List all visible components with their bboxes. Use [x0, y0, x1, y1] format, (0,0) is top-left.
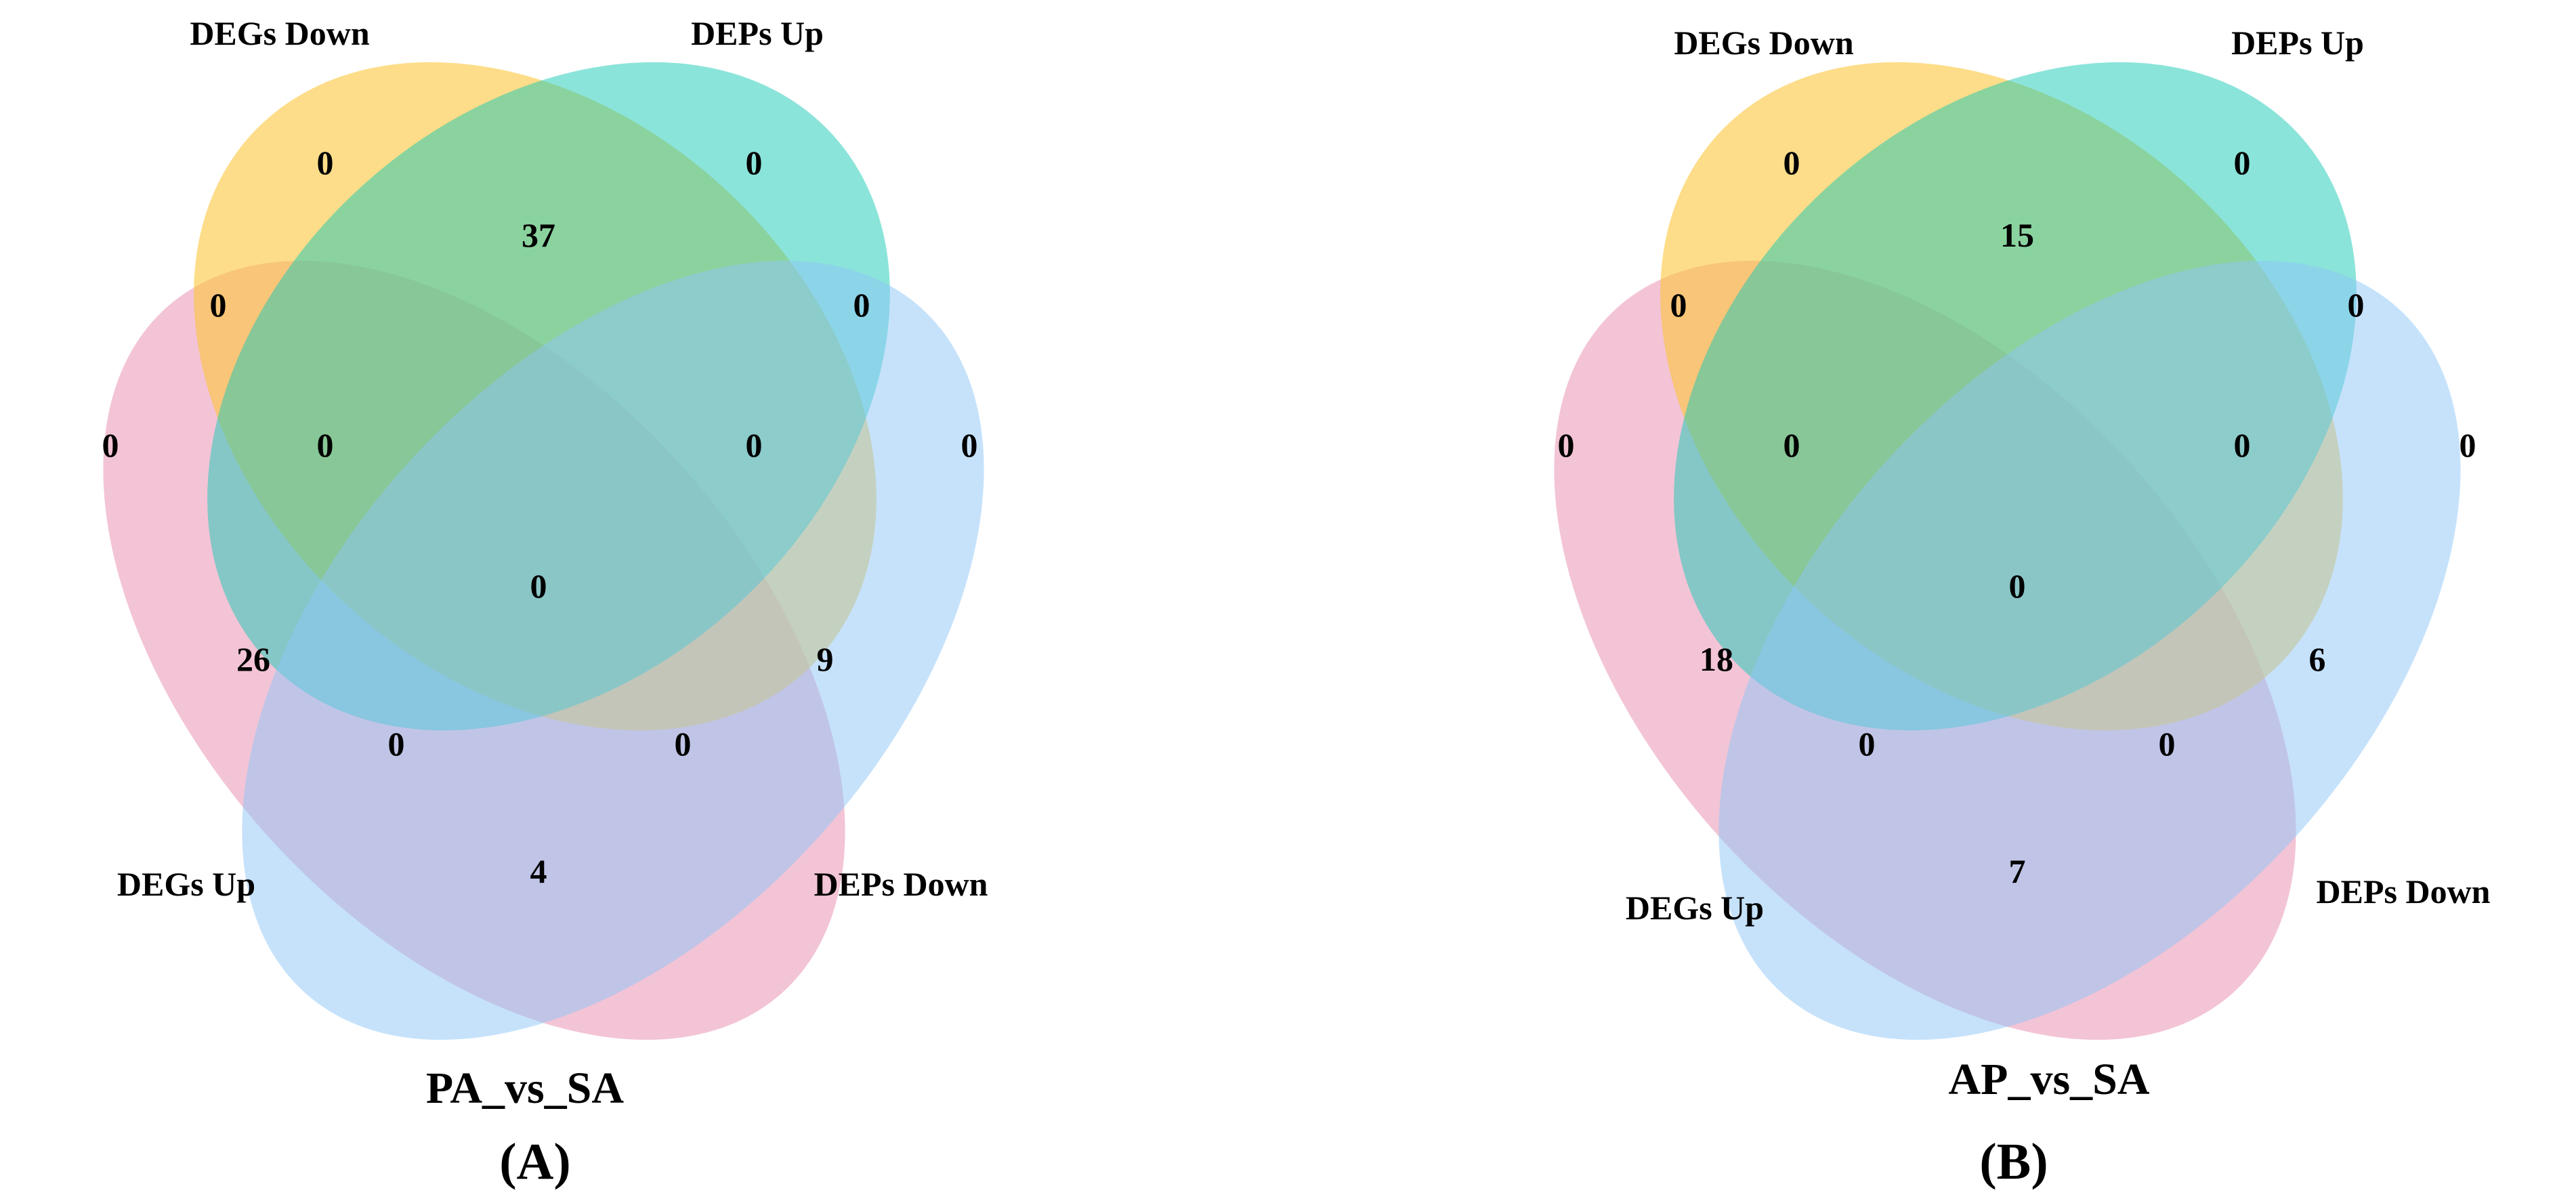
count-all-four: 0: [530, 567, 547, 605]
count-deps-up-only: 0: [2234, 144, 2251, 182]
count-degs-down-deps-up-deps-down: 0: [2234, 426, 2251, 464]
count-deps-down-only: 0: [2459, 426, 2476, 464]
venn-panel-a: DEGs Down DEPs Up DEGs Up DEPs Down 0 0 …: [102, 14, 988, 1190]
count-degs-down-deps-down: 9: [817, 640, 834, 678]
region-counts: 0 0 37 0 0 0 0 0 0 0 26 9 0 0 4: [102, 144, 978, 890]
venn-ellipses: [103, 62, 984, 1040]
panel-title: PA_vs_SA: [426, 1064, 624, 1113]
ellipse-deps-down: [242, 260, 984, 1040]
ellipse-deps-down: [1718, 260, 2461, 1040]
count-degs-up-only: 0: [102, 426, 119, 464]
count-degs-up-degs-down: 0: [210, 286, 227, 324]
count-degs-up-deps-up: 18: [1699, 640, 1733, 678]
count-deps-up-deps-down: 0: [853, 286, 870, 324]
count-degs-up-degs-down: 0: [1670, 286, 1687, 324]
set-label-degs-up: DEGs Up: [117, 865, 255, 903]
count-degs-up-only: 0: [1558, 426, 1575, 464]
set-label-degs-down: DEGs Down: [1674, 24, 1854, 62]
count-degs-down-deps-up: 15: [2000, 216, 2034, 254]
count-deps-up-only: 0: [746, 144, 763, 182]
count-degs-down-deps-up: 37: [522, 216, 555, 254]
count-degs-down-deps-up-deps-down: 0: [746, 426, 763, 464]
count-degs-up-deps-up-deps-down: 0: [388, 725, 405, 763]
panel-title: AP_vs_SA: [1948, 1055, 2149, 1104]
set-label-deps-down: DEPs Down: [814, 865, 988, 903]
count-all-four: 0: [2009, 567, 2026, 605]
panel-letter: (A): [499, 1133, 571, 1190]
count-degs-up-degs-down-deps-up: 0: [317, 426, 334, 464]
count-degs-up-degs-down-deps-down: 0: [675, 725, 692, 763]
count-degs-up-deps-up: 26: [236, 640, 270, 678]
region-counts: 0 0 15 0 0 0 0 0 0 0 18 6 0 0 7: [1558, 144, 2476, 890]
count-degs-up-deps-up-deps-down: 0: [1859, 725, 1876, 763]
set-label-degs-up: DEGs Up: [1626, 889, 1764, 927]
count-degs-down-deps-down: 6: [2309, 640, 2326, 678]
count-degs-up-degs-down-deps-up: 0: [1783, 426, 1800, 464]
set-label-deps-up: DEPs Up: [691, 14, 824, 52]
count-deps-down-only: 0: [961, 426, 978, 464]
count-degs-up-deps-down: 4: [530, 852, 547, 890]
count-degs-up-deps-down: 7: [2009, 852, 2026, 890]
set-label-deps-down: DEPs Down: [2317, 872, 2491, 910]
set-label-deps-up: DEPs Up: [2231, 24, 2364, 62]
count-degs-up-degs-down-deps-down: 0: [2159, 725, 2176, 763]
count-degs-down-only: 0: [1783, 144, 1800, 182]
count-deps-up-deps-down: 0: [2348, 286, 2365, 324]
set-label-degs-down: DEGs Down: [190, 14, 370, 52]
venn-panel-b: DEGs Down DEPs Up DEGs Up DEPs Down 0 0 …: [1554, 24, 2491, 1190]
panel-letter: (B): [1979, 1133, 2048, 1190]
count-degs-down-only: 0: [317, 144, 334, 182]
venn-ellipses: [1554, 62, 2461, 1040]
